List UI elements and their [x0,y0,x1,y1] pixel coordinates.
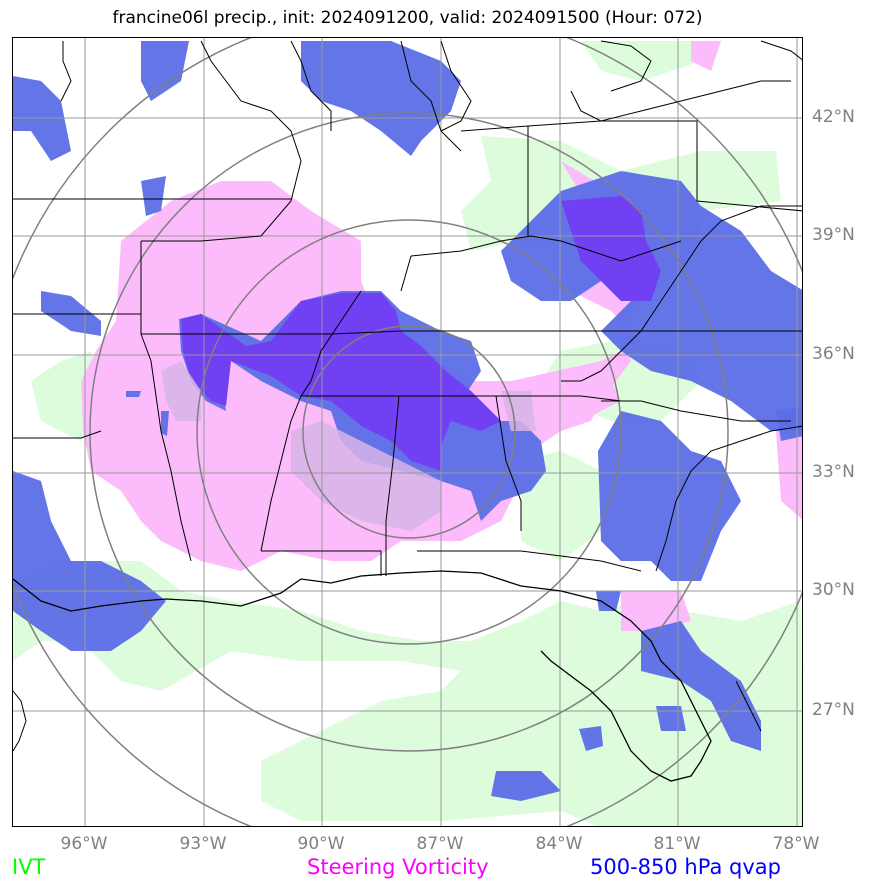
map-title: francine06l precip., init: 2024091200, v… [112,8,703,28]
lat-label-42n: 42°N [812,107,855,127]
lon-label-90w: 90°W [297,834,345,854]
lat-label-36n: 36°N [812,344,855,364]
map-panel [12,37,803,827]
lon-label-81w: 81°W [653,834,701,854]
lon-label-93w: 93°W [179,834,227,854]
overlap-field [181,196,661,471]
lon-label-84w: 84°W [535,834,583,854]
forecast-map [13,38,802,826]
lat-label-30n: 30°N [812,580,855,600]
distance-rings [13,38,802,826]
legend-steering-vorticity: Steering Vorticity [307,855,489,879]
legend-qvap: 500-850 hPa qvap [590,855,781,879]
graticule [13,38,802,826]
lat-label-39n: 39°N [812,225,855,245]
lat-label-27n: 27°N [812,700,855,720]
boundaries [13,40,802,782]
lon-label-78w: 78°W [772,834,820,854]
lon-label-87w: 87°W [416,834,464,854]
legend-ivt: IVT [12,855,46,879]
lat-label-33n: 33°N [812,462,855,482]
lon-label-96w: 96°W [60,834,108,854]
